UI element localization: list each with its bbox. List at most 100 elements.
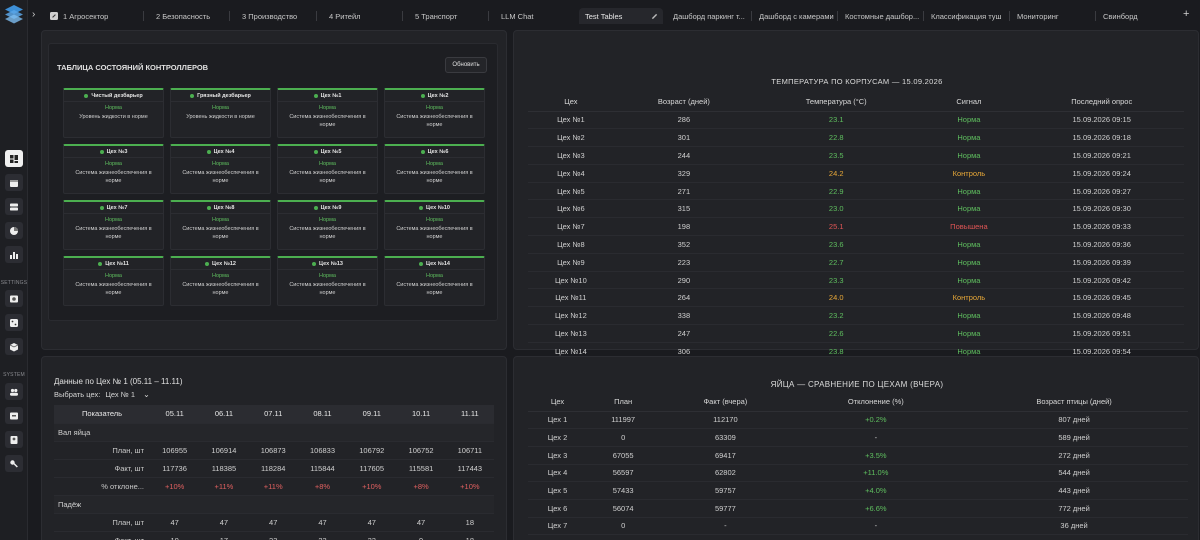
controller-card[interactable]: Грязный дезбарьер Норма Уровень жидкости в… <box>170 88 271 138</box>
row-label: Факт, шт <box>54 531 151 540</box>
value-cell: 47 <box>248 513 298 532</box>
shop-data-title: Данные по Цех № 1 (05.11 – 11.11) <box>54 377 183 386</box>
profile-card-icon[interactable] <box>5 431 23 448</box>
controller-card[interactable]: Цех №1 Норма Система жизнеобеспечения в но… <box>277 88 378 138</box>
controller-name: Цех №2 <box>427 92 449 99</box>
controller-card[interactable]: Цех №10 Норма Система жизнеобеспечения в н… <box>384 200 485 250</box>
controller-card[interactable]: Цех №12 Норма Система жизнеобеспечения в н… <box>170 256 271 306</box>
controller-status: Норма <box>105 217 122 223</box>
temperature-cell: 23.2 <box>754 306 919 326</box>
column-header: Отклонение (%) <box>791 393 961 412</box>
chevron-down-icon[interactable]: ⌄ <box>143 390 150 399</box>
calendar-icon[interactable] <box>5 174 23 191</box>
image-settings-icon[interactable] <box>5 290 23 307</box>
chevron-right-icon[interactable]: › <box>32 9 36 20</box>
age-cell: 223 <box>613 253 755 272</box>
bird-age-cell: 272 дней <box>960 446 1188 465</box>
status-dot-icon <box>313 93 318 98</box>
tab-label: 4 Ритейл <box>329 11 361 21</box>
bar-chart-icon[interactable] <box>5 246 23 263</box>
signal-cell: Норма <box>918 111 1020 130</box>
status-dot-icon <box>419 205 424 210</box>
add-tab-icon[interactable]: + <box>1183 8 1190 20</box>
controller-status: Норма <box>212 217 229 223</box>
refresh-button[interactable]: Обновить <box>445 57 487 73</box>
controller-card[interactable]: Чистый дезбарьер Норма Уровень жидкости в … <box>63 88 164 138</box>
age-cell: 286 <box>613 111 755 130</box>
controller-card[interactable]: Цех №9 Норма Система жизнеобеспечения в но… <box>277 200 378 250</box>
tab-label: 3 Производство <box>242 11 298 21</box>
tab-label: Test Tables <box>585 11 623 21</box>
controller-card[interactable]: Цех №11 Норма Система жизнеобеспечения в н… <box>63 256 164 306</box>
eggs-table-header: Цех План Факт (вчера) Отклонение (%) Возраст… <box>528 393 1188 412</box>
deviation-cell: - <box>791 428 961 447</box>
controller-card[interactable]: Цех №4 Норма Система жизнеобеспечения в но… <box>170 144 271 194</box>
table-row: Цех 5 57433 59757 +4.0% 443 дней <box>528 481 1188 500</box>
value-cell: 47 <box>396 513 446 532</box>
pie-chart-icon[interactable] <box>5 222 23 239</box>
status-dot-icon <box>420 149 425 154</box>
tab-transport[interactable]: 5 Транспорт <box>409 8 491 24</box>
eggs-title: ЯЙЦА — СРАВНЕНИЕ ПО ЦЕХАМ (ВЧЕРА) <box>770 380 944 389</box>
controller-description: Система жизнеобеспечения в норме <box>289 170 366 184</box>
last-poll-cell: 15.09.2026 09:33 <box>1019 217 1184 237</box>
status-dot-icon <box>313 149 318 154</box>
tab-monitoring[interactable]: Мониторинг <box>1011 8 1095 24</box>
tab-camera-dashboard[interactable]: Дашборд с камерами <box>753 8 837 24</box>
column-header: Цех <box>528 93 614 112</box>
tab-parking-dashboard[interactable]: Дашборд паркинг т... <box>667 8 749 24</box>
tab-llm-chat[interactable]: LLM Chat <box>495 8 577 24</box>
controller-description: Система жизнеобеспечения в норме <box>396 226 473 240</box>
controller-card[interactable]: Цех №2 Норма Система жизнеобеспечения в но… <box>384 88 485 138</box>
controller-card[interactable]: Цех №13 Норма Система жизнеобеспечения в н… <box>277 256 378 306</box>
controller-card[interactable]: Цех №8 Норма Система жизнеобеспечения в но… <box>170 200 271 250</box>
group-label: Падёж <box>54 495 494 514</box>
controller-card[interactable]: Цех №3 Норма Система жизнеобеспечения в но… <box>63 144 164 194</box>
controller-name: Цех №1 <box>320 92 342 99</box>
column-header: 10.11 <box>396 405 446 424</box>
controller-card[interactable]: Цех №14 Норма Система жизнеобеспечения в н… <box>384 256 485 306</box>
value-cell: 47 <box>347 513 397 532</box>
shop-select-dropdown[interactable]: Цех № 1 <box>105 390 136 399</box>
fact-cell: 69417 <box>659 446 792 465</box>
value-cell: +8% <box>297 477 348 496</box>
controller-card-header: Цех №6 <box>385 146 484 158</box>
dice-icon[interactable] <box>5 314 23 331</box>
last-poll-cell: 15.09.2026 09:30 <box>1019 199 1184 219</box>
tab-retail[interactable]: 4 Ритейл <box>323 8 405 24</box>
tab-agrosector[interactable]: 1 Агросектор <box>44 8 134 24</box>
inbox-icon[interactable] <box>5 407 23 424</box>
tab-production[interactable]: 3 Производство <box>236 8 318 24</box>
plan-cell: 0 <box>587 517 660 536</box>
key-icon[interactable] <box>5 455 23 472</box>
controller-card[interactable]: Цех №7 Норма Система жизнеобеспечения в но… <box>63 200 164 250</box>
tab-security[interactable]: 2 Безопасность <box>150 8 232 24</box>
controllers-widget: ТАБЛИЦА СОСТОЯНИЙ КОНТРОЛЛЕРОВ Обновить … <box>48 43 498 321</box>
tab-divider <box>143 11 144 21</box>
controller-card[interactable]: Цех №5 Норма Система жизнеобеспечения в но… <box>277 144 378 194</box>
value-cell: 115581 <box>396 459 446 478</box>
tab-carcass-classification[interactable]: Классификация туш <box>925 8 1009 24</box>
table-row: Цех №11 264 24.0 Контроль 15.09.2026 09:45 <box>528 288 1184 308</box>
app-logo-icon[interactable] <box>4 4 24 24</box>
tab-pigboard[interactable]: Свинборд <box>1097 8 1179 24</box>
last-poll-cell: 15.09.2026 09:21 <box>1019 146 1184 165</box>
fact-cell: 59757 <box>659 481 792 500</box>
box-icon[interactable] <box>5 338 23 355</box>
table-row: Цех №10 290 23.3 Норма 15.09.2026 09:42 <box>528 271 1184 290</box>
controller-card[interactable]: Цех №6 Норма Система жизнеобеспечения в но… <box>384 144 485 194</box>
dashboard-icon[interactable] <box>5 150 23 167</box>
age-cell: 315 <box>613 199 755 219</box>
controller-card-header: Цех №8 <box>171 202 270 214</box>
controller-status: Норма <box>319 217 336 223</box>
tab-test-tables[interactable]: Test Tables <box>579 8 663 24</box>
deviation-cell: +1.3% <box>791 534 961 540</box>
controller-name: Цех №9 <box>320 204 342 211</box>
system-section-label: SYSTEM <box>3 372 25 378</box>
server-icon[interactable] <box>5 198 23 215</box>
users-icon[interactable] <box>5 383 23 400</box>
tab-custom-dashboards[interactable]: Костомные дашбор... <box>839 8 923 24</box>
tab-divider <box>1095 11 1096 21</box>
edit-pencil-icon[interactable] <box>651 13 658 20</box>
bird-age-cell: 686 дней <box>960 534 1188 540</box>
